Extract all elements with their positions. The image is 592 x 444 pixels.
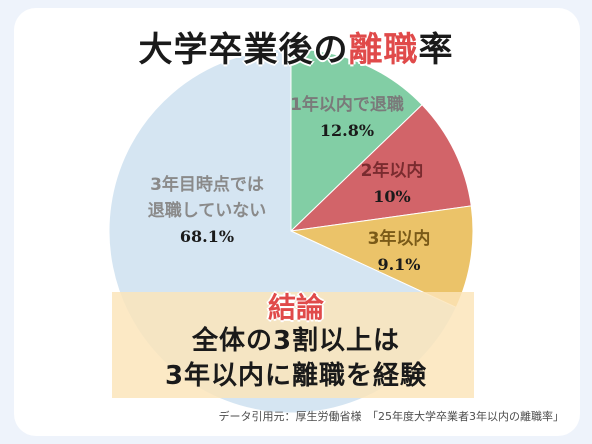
conclusion-line-1: 全体の3割以上は xyxy=(191,326,401,356)
slice-label-3: 3年以内 xyxy=(368,228,431,249)
slice-value-3: 9.1% xyxy=(377,255,420,274)
slice-label-4-line-1: 3年目時点では xyxy=(150,174,264,195)
conclusion-box xyxy=(112,292,474,398)
slice-value-1: 12.8% xyxy=(320,121,374,140)
conclusion-heading: 結論 xyxy=(267,291,324,324)
title-suffix: 率 xyxy=(418,30,454,70)
pie-slice-2 xyxy=(289,104,472,232)
slice-label-4-line-2: 退職していない xyxy=(148,200,267,221)
title-highlight: 離職 xyxy=(348,30,419,70)
chart-title: 大学卒業後の離職率 xyxy=(0,22,592,71)
title-prefix: 大学卒業後の xyxy=(138,30,349,70)
slice-value-2: 10% xyxy=(373,187,410,206)
pie-slice-1 xyxy=(290,48,423,233)
slice-label-1: 1年以内で退職 xyxy=(290,94,404,115)
conclusion-line-2: 3年以内に離職を経験 xyxy=(164,361,428,391)
source-citation: データ引用元：厚生労働省様 「25年度大学卒業者3年以内の離職率」 xyxy=(218,410,565,423)
slice-value-4: 68.1% xyxy=(180,227,234,246)
slice-label-2: 2年以内 xyxy=(361,160,424,181)
